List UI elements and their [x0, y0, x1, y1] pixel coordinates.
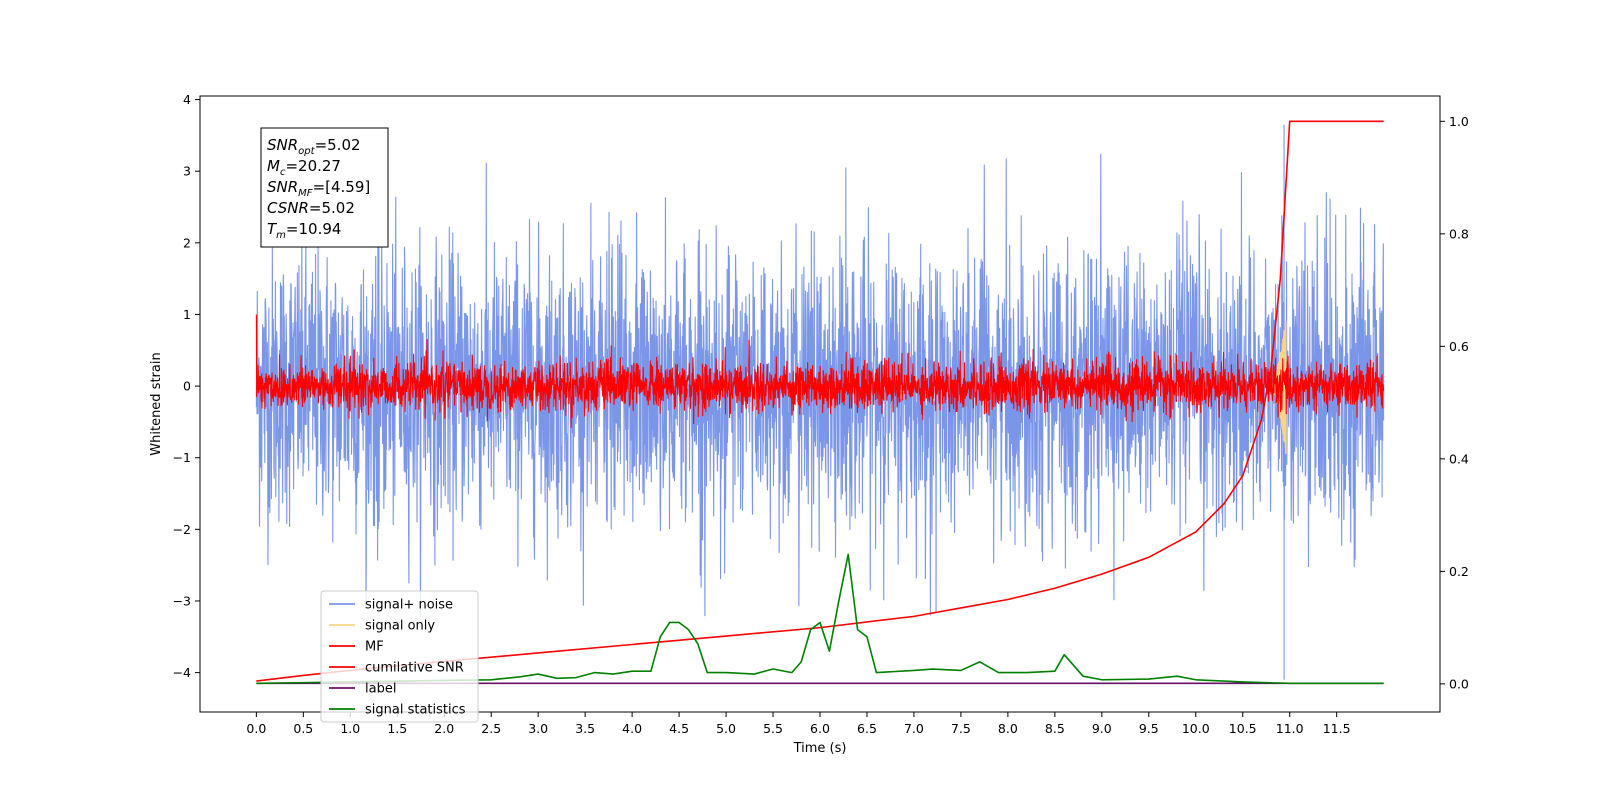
- x-tick-label: 9.0: [1092, 721, 1112, 736]
- x-tick-label: 0.0: [246, 721, 266, 736]
- x-tick-label: 7.5: [951, 721, 971, 736]
- x-tick-label: 3.0: [528, 721, 548, 736]
- x-tick-label: 11.5: [1323, 721, 1351, 736]
- annotation-line: Mc=20.27: [267, 157, 341, 178]
- y2-tick-label: 0.2: [1449, 564, 1469, 579]
- x-tick-label: 2.5: [481, 721, 501, 736]
- x-tick-label: 2.0: [434, 721, 454, 736]
- legend-entry-label: cumilative SNR: [365, 661, 464, 676]
- series-signal-statistics-line: [256, 553, 1384, 685]
- x-tick-label: 6.0: [810, 721, 830, 736]
- legend-entry-label: signal only: [365, 619, 435, 634]
- x-axis-label: Time (s): [793, 741, 847, 756]
- y-axis-right: 0.0 0.2 0.4 0.6 0.8 1.0: [1440, 114, 1469, 691]
- x-tick-label: 1.0: [340, 721, 360, 736]
- x-tick-label: 3.5: [575, 721, 595, 736]
- x-tick-label: 4.5: [669, 721, 689, 736]
- y-tick-label: 0: [183, 379, 191, 394]
- legend-frame: [320, 590, 479, 723]
- annotation-frame: [260, 127, 389, 248]
- y-tick-label: −3: [173, 593, 191, 608]
- x-tick-label: 11.0: [1276, 721, 1304, 736]
- x-tick-label: 0.5: [293, 721, 313, 736]
- x-tick-label: 10.0: [1182, 721, 1210, 736]
- y-tick-label: 4: [183, 92, 191, 107]
- y-tick-label: 1: [183, 307, 191, 322]
- stats-annotation-box: SNRopt=5.02Mc=20.27SNRMF=[4.59]CSNR=5.02…: [260, 127, 389, 248]
- annotation-line: SNRMF=[4.59]: [267, 178, 370, 199]
- x-tick-label: 1.5: [387, 721, 407, 736]
- legend-entry-label: label: [365, 682, 396, 697]
- annotation-line: Tm=10.94: [267, 220, 341, 241]
- x-tick-label: 6.5: [857, 721, 877, 736]
- y2-tick-label: 0.4: [1449, 451, 1469, 466]
- x-tick-label: 8.5: [1045, 721, 1065, 736]
- y-tick-label: 3: [183, 164, 191, 179]
- y-tick-label: 2: [183, 235, 191, 250]
- x-tick-label: 10.5: [1229, 721, 1257, 736]
- y-axis-label: Whitened strain: [149, 352, 164, 455]
- y2-tick-label: 0.0: [1449, 676, 1469, 691]
- y-tick-label: −4: [173, 665, 191, 680]
- y-axis-left: −4 −3 −2 −1 0 1 2 3 4: [173, 92, 200, 680]
- legend-entry-label: signal statistics: [365, 703, 466, 718]
- x-tick-label: 4.0: [622, 721, 642, 736]
- x-tick-label: 7.0: [904, 721, 924, 736]
- annotation-line: SNRopt=5.02: [267, 136, 361, 157]
- series-mf-line: [255, 314, 1385, 429]
- series-cumilative-snr-line: [256, 120, 1384, 682]
- legend: signal+ noise signal only MF cumilative SNR…: [320, 590, 479, 723]
- y-tick-label: −2: [173, 522, 191, 537]
- y2-tick-label: 0.8: [1449, 226, 1469, 241]
- y2-tick-label: 1.0: [1449, 114, 1469, 129]
- legend-entry-label: MF: [365, 640, 384, 655]
- x-tick-label: 5.5: [763, 721, 783, 736]
- x-tick-label: 9.5: [1139, 721, 1159, 736]
- y-tick-label: −1: [173, 450, 191, 465]
- annotation-line: CSNR=5.02: [267, 199, 355, 217]
- y2-tick-label: 0.6: [1449, 339, 1469, 354]
- series-layer: [255, 120, 1385, 685]
- legend-entry-label: signal+ noise: [365, 598, 453, 613]
- x-tick-label: 8.0: [998, 721, 1018, 736]
- x-axis: 0.0 0.5 1.0 1.5 2.0 2.5 3.0 3.5 4.0 4.5 5.0 5.5 6.0 6…: [246, 712, 1351, 736]
- x-tick-label: 5.0: [716, 721, 736, 736]
